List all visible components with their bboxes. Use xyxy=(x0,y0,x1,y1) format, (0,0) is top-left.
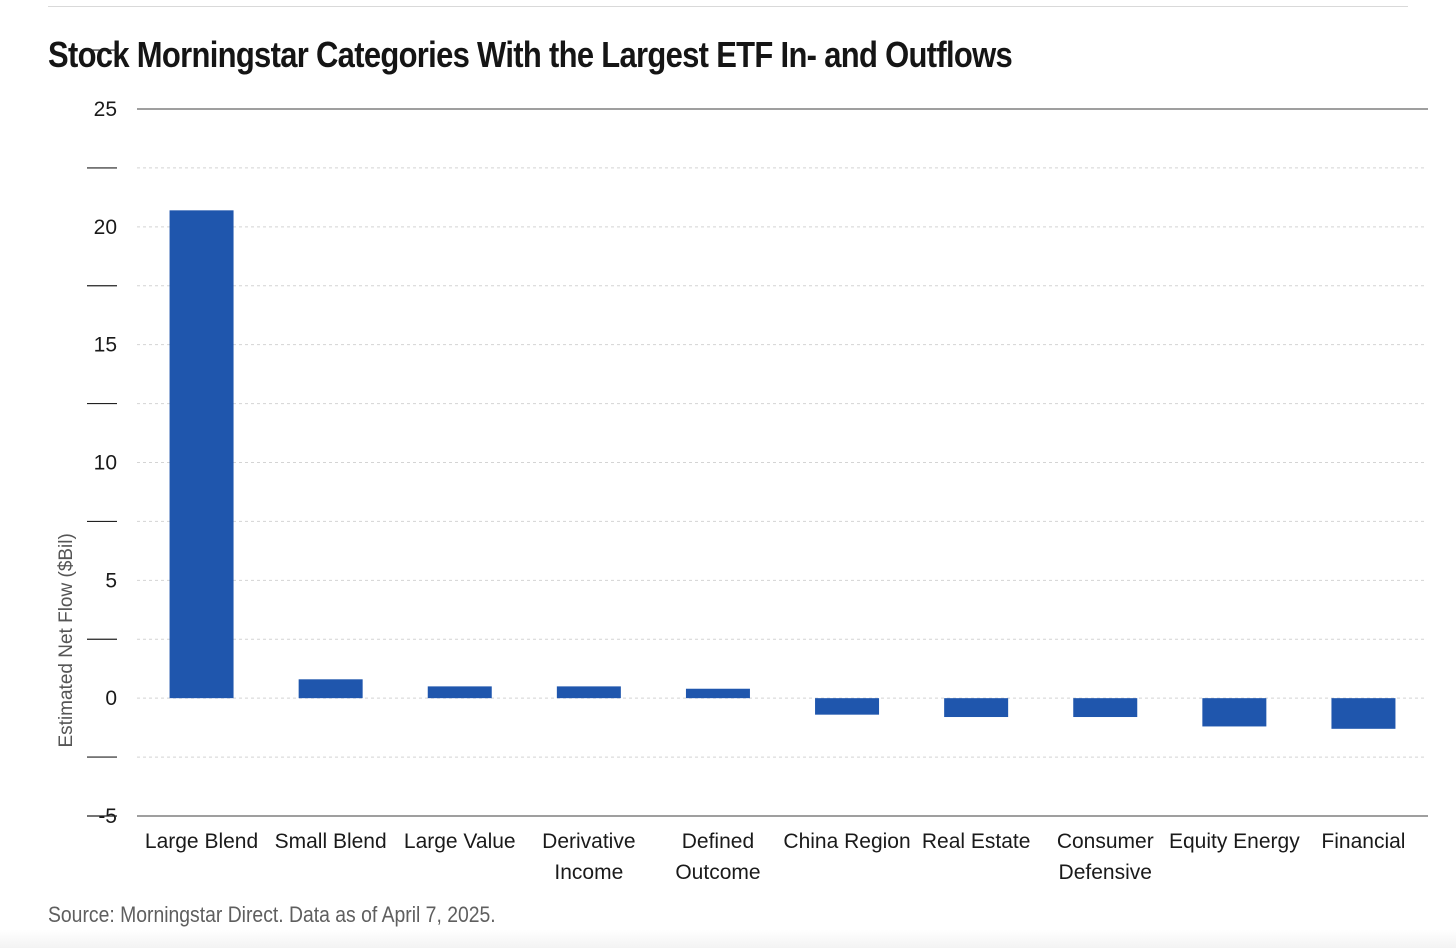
y-tick-label: 25 xyxy=(94,98,117,121)
y-tick-label: 15 xyxy=(94,334,117,357)
bar xyxy=(556,686,621,699)
bottom-shade xyxy=(0,930,1456,948)
x-tick-label: Large Blend xyxy=(145,830,258,853)
y-tick-label: 5 xyxy=(105,569,117,592)
bar xyxy=(169,210,234,699)
bar xyxy=(815,698,880,715)
bar xyxy=(1331,698,1396,729)
y-tick-label: 20 xyxy=(94,216,117,239)
x-tick-label: China Region xyxy=(783,830,910,853)
chart-title: Stock Morningstar Categories With the La… xyxy=(48,34,1013,75)
bar xyxy=(944,698,1009,718)
x-tick-label: Consumer Defensive xyxy=(1057,830,1154,884)
bar xyxy=(427,686,492,699)
bar xyxy=(298,679,363,699)
bar xyxy=(1073,698,1138,718)
x-tick-label: Large Value xyxy=(404,830,516,853)
y-tick-label: 0 xyxy=(105,687,117,710)
x-tick-label: Defined Outcome xyxy=(675,830,760,884)
source-note: Source: Morningstar Direct. Data as of A… xyxy=(48,902,496,927)
x-tick-label: Equity Energy xyxy=(1169,830,1300,853)
x-tick-label: Real Estate xyxy=(922,830,1031,853)
bar xyxy=(1202,698,1267,727)
y-tick-label: 10 xyxy=(94,452,117,475)
top-divider xyxy=(48,6,1408,7)
x-tick-label: Small Blend xyxy=(275,830,387,853)
y-axis-title: Estimated Net Flow ($Bil) xyxy=(56,533,77,747)
x-tick-label: Financial xyxy=(1321,830,1405,853)
bar xyxy=(685,688,750,699)
x-tick-label: Derivative Income xyxy=(542,830,635,884)
